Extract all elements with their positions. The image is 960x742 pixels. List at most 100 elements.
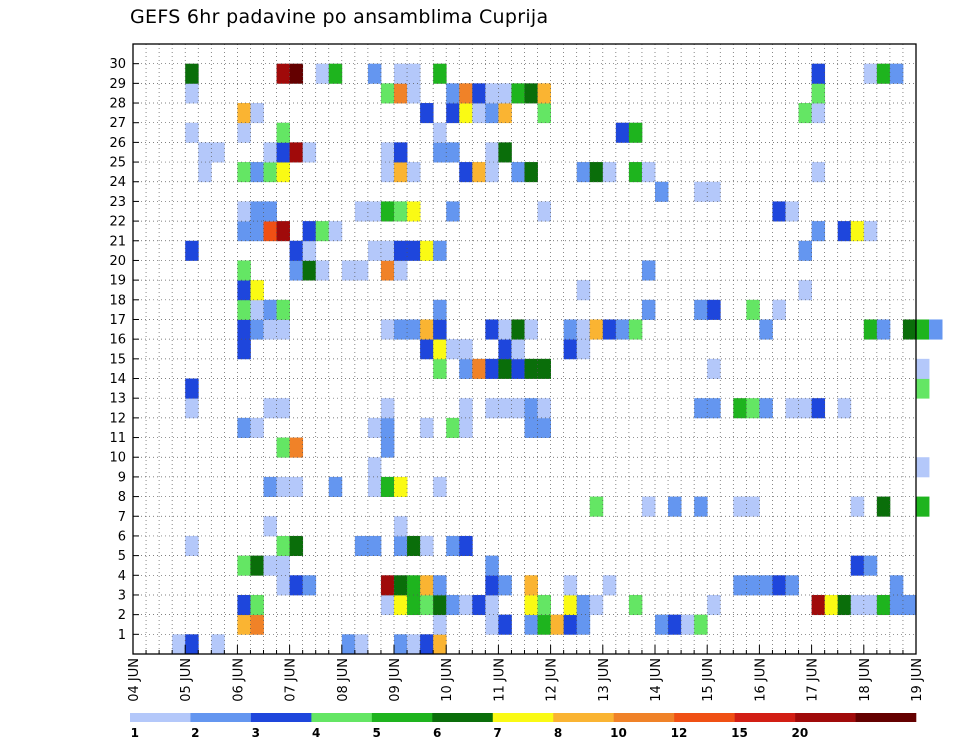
- heatmap-cell: [446, 83, 460, 104]
- heatmap-cell: [628, 122, 643, 143]
- heatmap-cell: [276, 437, 290, 458]
- heatmap-cell: [250, 280, 264, 301]
- heatmap-cell: [354, 634, 369, 655]
- heatmap-cell: [694, 496, 708, 517]
- colorbar-swatch: [613, 713, 675, 722]
- y-tick-label: 16: [109, 333, 126, 348]
- heatmap-cell: [250, 555, 264, 576]
- heatmap-cell: [628, 319, 643, 340]
- x-tick-label: 16 JUN: [753, 658, 768, 702]
- heatmap-cell: [276, 476, 290, 497]
- y-tick-label: 28: [109, 97, 126, 112]
- heatmap-cell: [459, 162, 473, 183]
- heatmap-cell: [798, 240, 812, 261]
- heatmap-cell: [263, 221, 277, 242]
- heatmap-cell: [420, 634, 434, 655]
- heatmap-cell: [524, 575, 538, 596]
- y-tick-label: 27: [109, 116, 126, 131]
- heatmap-cell: [276, 535, 290, 557]
- heatmap-cell: [237, 339, 251, 360]
- heatmap-cell: [328, 476, 343, 497]
- y-tick-label: 24: [109, 175, 126, 190]
- heatmap-cell: [394, 535, 408, 557]
- heatmap-cell: [276, 555, 290, 576]
- heatmap-cell: [367, 417, 382, 438]
- heatmap-cell: [485, 575, 499, 596]
- heatmap-cell: [198, 142, 212, 163]
- heatmap-cell: [394, 634, 408, 655]
- heatmap-cell: [237, 319, 251, 340]
- heatmap-cell: [302, 240, 317, 261]
- heatmap-cell: [707, 398, 721, 419]
- heatmap-cell: [276, 575, 290, 596]
- heatmap-cell: [237, 201, 251, 222]
- heatmap-cell: [472, 358, 486, 379]
- heatmap-cell: [511, 83, 525, 104]
- heatmap-cell: [524, 594, 538, 616]
- heatmap-cell: [641, 496, 656, 517]
- heatmap-cell: [446, 594, 460, 616]
- colorbar-label: 20: [792, 726, 809, 740]
- heatmap-cell: [302, 221, 317, 242]
- heatmap-cell: [380, 260, 395, 281]
- heatmap-cell: [263, 476, 277, 497]
- heatmap-cell: [485, 358, 499, 379]
- colorbar-label: 12: [671, 726, 688, 740]
- heatmap-cell: [407, 83, 421, 104]
- heatmap-cell: [498, 575, 512, 596]
- heatmap-cell: [250, 221, 264, 242]
- heatmap-cell: [837, 594, 852, 616]
- heatmap-cell: [485, 162, 499, 183]
- x-tick-label: 05 JUN: [179, 658, 194, 702]
- heatmap-cell: [367, 476, 382, 497]
- heatmap-cell: [433, 634, 447, 655]
- heatmap-cell: [498, 339, 512, 360]
- heatmap-cell: [472, 103, 486, 124]
- heatmap-cell: [733, 496, 747, 517]
- heatmap-cell: [641, 260, 656, 281]
- heatmap-cell: [929, 319, 943, 340]
- heatmap-cell: [211, 634, 225, 655]
- heatmap-cell: [655, 181, 669, 202]
- heatmap-cell: [237, 221, 251, 242]
- y-tick-label: 7: [118, 510, 126, 525]
- heatmap-cell: [394, 201, 408, 222]
- colorbar-swatch: [553, 713, 614, 722]
- heatmap-cell: [694, 299, 708, 320]
- heatmap-cell: [237, 594, 251, 616]
- heatmap-cell: [563, 594, 578, 616]
- heatmap-cell: [420, 103, 434, 124]
- heatmap-cell: [185, 634, 199, 655]
- heatmap-cell: [341, 634, 356, 655]
- heatmap-cell: [511, 358, 525, 379]
- heatmap-cell: [811, 221, 826, 242]
- y-tick-label: 30: [109, 57, 126, 72]
- colorbar-swatch: [250, 713, 312, 722]
- heatmap-cell: [576, 594, 591, 616]
- heatmap-cell: [315, 221, 330, 242]
- heatmap-cell: [641, 162, 656, 183]
- y-tick-label: 8: [118, 490, 126, 505]
- heatmap-cell: [263, 162, 277, 183]
- x-tick-label: 06 JUN: [231, 658, 246, 702]
- heatmap-cell: [367, 201, 382, 222]
- heatmap-cell: [407, 634, 421, 655]
- y-tick-label: 12: [109, 411, 126, 426]
- heatmap-cell: [341, 260, 356, 281]
- colorbar-swatch: [311, 713, 373, 722]
- heatmap-cell: [394, 63, 408, 84]
- x-tick-label: 10 JUN: [440, 658, 455, 702]
- heatmap-cell: [380, 575, 395, 596]
- heatmap-cell: [916, 319, 930, 340]
- heatmap-cell: [772, 201, 786, 222]
- heatmap-cell: [746, 299, 760, 320]
- heatmap-cell: [668, 496, 682, 517]
- heatmap-cell: [511, 398, 525, 419]
- heatmap-cell: [250, 201, 264, 222]
- heatmap-cell: [263, 398, 277, 419]
- heatmap-cell: [889, 594, 904, 616]
- heatmap-cell: [811, 63, 826, 84]
- heatmap-cell: [263, 516, 277, 537]
- heatmap-cell: [289, 142, 304, 163]
- colorbar-label: 3: [252, 726, 260, 740]
